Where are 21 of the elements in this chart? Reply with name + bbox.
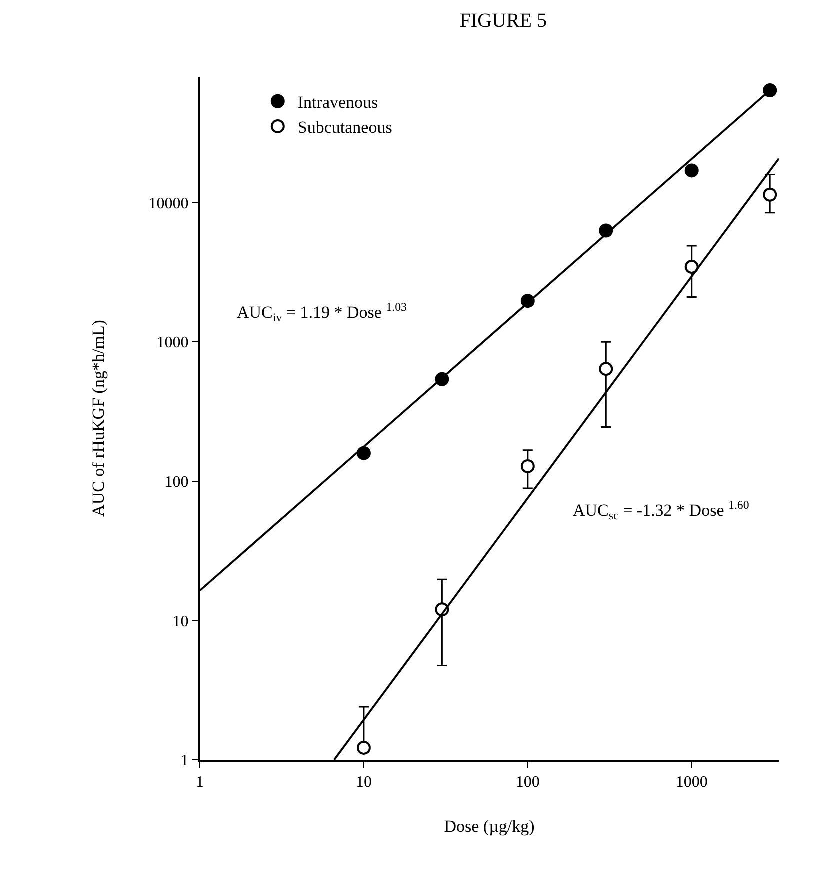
y-axis-title: AUC of rHuKGF (ng*h/mL) [88, 320, 108, 517]
x-tick-label: 1 [196, 774, 204, 792]
x-tick-label: 100 [516, 774, 540, 792]
point [763, 84, 778, 98]
x-axis-title: Dose (µg/kg) [444, 817, 535, 836]
point [599, 362, 614, 376]
x-tick-label: 1000 [676, 774, 708, 792]
point [356, 740, 371, 755]
y-tick-label: 1 [180, 752, 189, 770]
y-tick-label: 10000 [148, 195, 189, 212]
y-tick-label: 1000 [156, 334, 189, 352]
chart-title: FIGURE 5 [460, 10, 548, 32]
annotation: AUC$_{iv}$ = 1.19 * Dose $^{1.03}$ [237, 300, 408, 325]
point [520, 459, 535, 474]
y-tick-label: 100 [164, 474, 189, 491]
legend-label: Subcutaneous [298, 118, 392, 138]
annotation: AUC$_{sc}$ = -1.32 * Dose $^{1.60}$ [573, 498, 750, 523]
y-tick-label: 10 [172, 613, 189, 630]
x-tick-label: 10 [356, 774, 372, 792]
point [763, 188, 778, 202]
legend-label: Intravenous [298, 93, 378, 112]
